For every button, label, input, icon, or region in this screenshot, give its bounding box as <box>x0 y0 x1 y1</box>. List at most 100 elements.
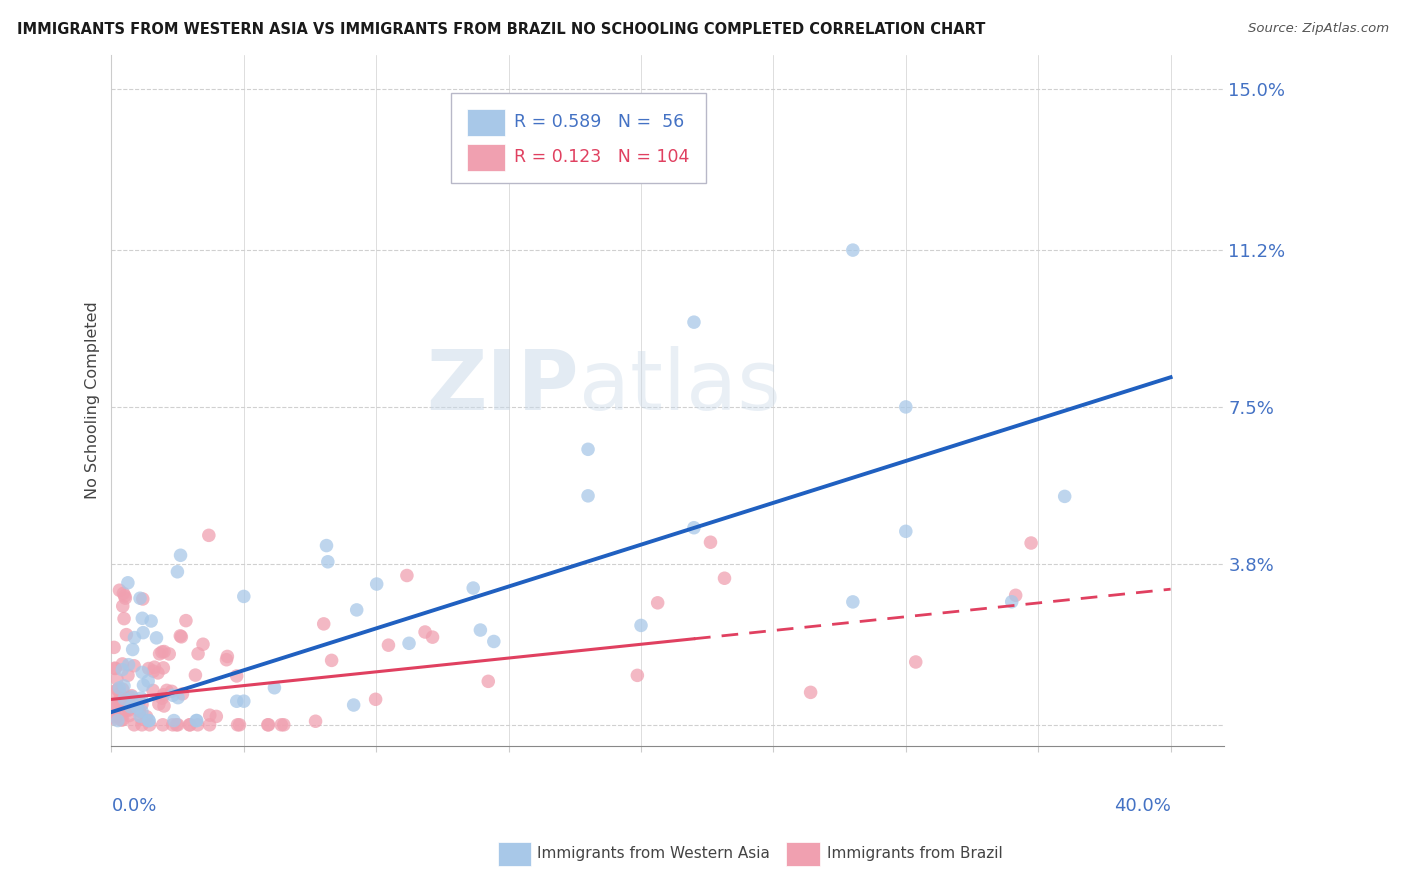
Point <box>157 647 180 661</box>
Point <box>198 708 221 723</box>
Point <box>683 521 706 535</box>
Point <box>630 618 652 632</box>
Point <box>215 653 238 667</box>
Point <box>156 683 179 698</box>
Point <box>111 599 134 613</box>
Point <box>482 634 505 648</box>
Point <box>153 644 176 658</box>
Text: Immigrants from Brazil: Immigrants from Brazil <box>827 847 1002 861</box>
Point <box>103 709 125 723</box>
Point <box>121 689 143 703</box>
Point <box>166 718 188 732</box>
Point <box>842 243 865 257</box>
Y-axis label: No Schooling Completed: No Schooling Completed <box>86 301 100 500</box>
Point <box>179 718 201 732</box>
Point <box>104 712 127 726</box>
Point <box>104 661 127 675</box>
Point <box>699 535 721 549</box>
Point <box>179 718 201 732</box>
Point <box>377 638 399 652</box>
Point <box>120 699 142 714</box>
Point <box>107 714 129 728</box>
Text: R = 0.589   N =  56: R = 0.589 N = 56 <box>515 113 685 131</box>
FancyBboxPatch shape <box>467 144 505 170</box>
Point <box>187 647 209 661</box>
Point <box>136 673 159 688</box>
Point <box>121 642 143 657</box>
Point <box>162 688 184 702</box>
Point <box>110 713 132 727</box>
Point <box>129 709 152 723</box>
Point <box>131 718 153 732</box>
Point <box>160 684 183 698</box>
Point <box>131 704 153 718</box>
Point <box>118 690 141 705</box>
Point <box>135 709 157 723</box>
Point <box>103 640 125 655</box>
Point <box>904 655 927 669</box>
Point <box>146 665 169 680</box>
Point <box>894 524 917 539</box>
Point <box>232 590 254 604</box>
Point <box>107 682 129 697</box>
Point <box>321 653 343 667</box>
Point <box>184 668 207 682</box>
Point <box>138 714 160 728</box>
Point <box>626 668 648 682</box>
Point <box>112 612 135 626</box>
Point <box>842 595 865 609</box>
Point <box>316 555 339 569</box>
Point <box>228 718 250 732</box>
Point <box>138 718 160 732</box>
Point <box>132 678 155 692</box>
Point <box>142 664 165 678</box>
Point <box>169 629 191 643</box>
Point <box>150 645 173 659</box>
Point <box>104 684 127 698</box>
Point <box>304 714 326 729</box>
Point <box>187 718 209 732</box>
Point <box>576 489 599 503</box>
Point <box>105 709 128 723</box>
Point <box>112 679 135 693</box>
Point <box>104 661 127 675</box>
Point <box>112 691 135 706</box>
Point <box>142 683 165 698</box>
Point <box>1053 489 1076 503</box>
Point <box>800 685 823 699</box>
Point <box>256 718 278 732</box>
Point <box>111 663 134 677</box>
Point <box>115 627 138 641</box>
Point <box>346 603 368 617</box>
Point <box>422 630 444 644</box>
Point <box>122 658 145 673</box>
Point <box>148 697 170 711</box>
Point <box>225 694 247 708</box>
Point <box>315 539 337 553</box>
Point <box>117 668 139 682</box>
Point <box>232 694 254 708</box>
Point <box>111 657 134 671</box>
Point <box>132 625 155 640</box>
Point <box>1019 536 1042 550</box>
Point <box>198 528 221 542</box>
Point <box>129 591 152 606</box>
Point <box>152 661 174 675</box>
Text: IMMIGRANTS FROM WESTERN ASIA VS IMMIGRANTS FROM BRAZIL NO SCHOOLING COMPLETED CO: IMMIGRANTS FROM WESTERN ASIA VS IMMIGRAN… <box>17 22 986 37</box>
Point <box>174 614 197 628</box>
Point <box>108 687 131 701</box>
Point <box>263 681 285 695</box>
Point <box>169 548 191 562</box>
Point <box>312 616 335 631</box>
Point <box>111 692 134 706</box>
FancyBboxPatch shape <box>450 93 706 183</box>
Point <box>167 690 190 705</box>
Point <box>1004 588 1026 602</box>
Point <box>138 714 160 728</box>
Text: 0.0%: 0.0% <box>111 797 157 815</box>
Point <box>121 690 143 704</box>
Text: 40.0%: 40.0% <box>1114 797 1171 815</box>
Point <box>198 718 221 732</box>
Point <box>117 701 139 715</box>
Point <box>114 591 136 606</box>
